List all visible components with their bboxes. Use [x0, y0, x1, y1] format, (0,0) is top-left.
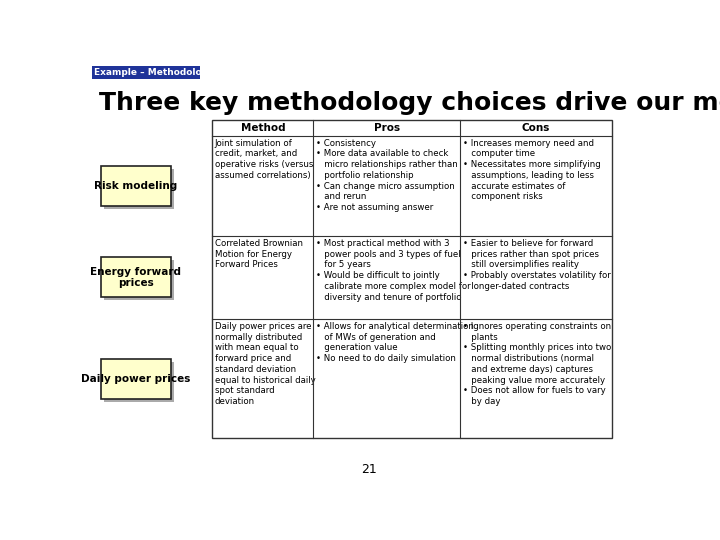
Text: • Easier to believe for forward
   prices rather than spot prices
   still overs: • Easier to believe for forward prices r… [463, 239, 611, 291]
Bar [91, 65, 200, 79]
Text: Daily power prices are
normally distributed
with mean equal to
forward price and: Daily power prices are normally distribu… [215, 322, 315, 406]
Text: Risk modeling: Risk modeling [94, 181, 177, 191]
Text: Energy forward
prices: Energy forward prices [90, 267, 181, 288]
Bar [212, 120, 611, 438]
Text: Example – Methodology: Example – Methodology [94, 68, 214, 77]
Text: Daily power prices: Daily power prices [81, 374, 190, 383]
Text: 21: 21 [361, 463, 377, 476]
Text: Three key methodology choices drive our model: Three key methodology choices drive our … [99, 91, 720, 116]
Text: • Allows for analytical determination
   of MWs of generation and
   generation : • Allows for analytical determination of… [315, 322, 474, 363]
Text: Method: Method [240, 123, 285, 133]
Text: Cons: Cons [522, 123, 550, 133]
Bar [104, 168, 174, 209]
Text: • Ignores operating constraints on
   plants
• Splitting monthly prices into two: • Ignores operating constraints on plant… [463, 322, 611, 406]
Text: Pros: Pros [374, 123, 400, 133]
Text: Joint simulation of
credit, market, and
operative risks (versus
assumed correlat: Joint simulation of credit, market, and … [215, 139, 313, 180]
Bar [101, 257, 171, 298]
Text: • Consistency
• More data available to check
   micro relationships rather than
: • Consistency • More data available to c… [315, 139, 457, 212]
Bar [101, 359, 171, 399]
Bar [104, 260, 174, 300]
Bar [101, 166, 171, 206]
Text: • Most practical method with 3
   power pools and 3 types of fuel
   for 5 years: • Most practical method with 3 power poo… [315, 239, 470, 301]
Bar [104, 362, 174, 402]
Text: Correlated Brownian
Motion for Energy
Forward Prices: Correlated Brownian Motion for Energy Fo… [215, 239, 303, 269]
Text: • Increases memory need and
   computer time
• Necessitates more simplifying
   : • Increases memory need and computer tim… [463, 139, 600, 201]
